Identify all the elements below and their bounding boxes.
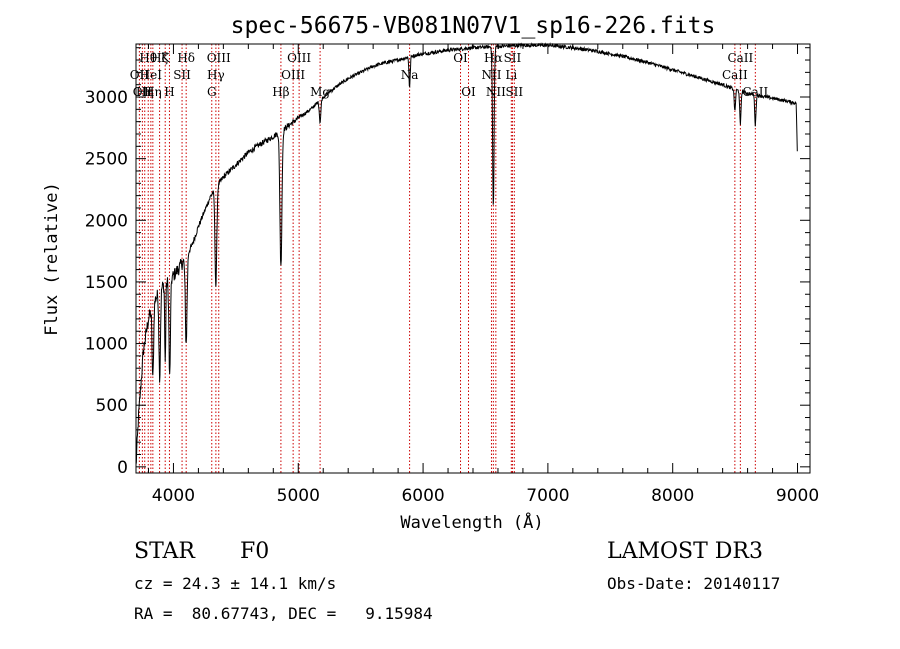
y-axis: 0 500 1000 1500 2000 2500 3000 bbox=[85, 47, 810, 478]
line-label: CaII bbox=[727, 51, 753, 65]
y-tick-label: 0 bbox=[117, 458, 128, 478]
object-subclass: F0 bbox=[240, 539, 270, 564]
line-label: SII bbox=[173, 68, 191, 82]
coordinates: RA = 80.67743, DEC = 9.15984 bbox=[134, 604, 433, 623]
line-label: Hη bbox=[144, 85, 162, 99]
y-tick-label: 2500 bbox=[85, 150, 128, 170]
chart-title: spec-56675-VB081N07V1_sp16-226.fits bbox=[231, 13, 716, 39]
redshift-velocity: cz = 24.3 ± 14.1 km/s bbox=[134, 574, 337, 593]
line-label: Mg bbox=[310, 85, 330, 99]
x-tick-label: 7000 bbox=[526, 486, 569, 506]
line-label: NII bbox=[481, 68, 501, 82]
x-axis: 4000 5000 6000 7000 8000 9000 bbox=[147, 44, 819, 506]
x-tick-label: 9000 bbox=[776, 486, 819, 506]
y-tick-label: 3000 bbox=[85, 88, 128, 108]
line-label: Hα bbox=[484, 51, 503, 65]
line-label: Na bbox=[401, 68, 419, 82]
y-tick-label: 1000 bbox=[85, 335, 128, 355]
line-label: NII bbox=[486, 85, 506, 99]
line-labels: OIIOIIHηHθHeIHηHζKHSIIHδGHγOIIIHβOIIIOII… bbox=[130, 51, 769, 99]
line-label: Hζ bbox=[151, 51, 168, 65]
line-label: Hη bbox=[136, 85, 154, 99]
x-tick-label: 4000 bbox=[152, 486, 195, 506]
plot-frame bbox=[135, 43, 811, 474]
line-label: OI bbox=[453, 51, 468, 65]
x-axis-label: Wavelength (Å) bbox=[400, 511, 543, 533]
line-label: CaII bbox=[722, 68, 748, 82]
line-label: Hβ bbox=[272, 85, 289, 99]
line-label: Hδ bbox=[177, 51, 195, 65]
survey-name: LAMOST DR3 bbox=[607, 539, 763, 564]
line-label: Hγ bbox=[207, 68, 225, 82]
observation-date: Obs-Date: 20140117 bbox=[607, 574, 781, 593]
line-label: OIII bbox=[287, 51, 311, 65]
line-label: OI bbox=[461, 85, 476, 99]
line-label: OII bbox=[133, 85, 153, 99]
line-label: SII bbox=[505, 85, 523, 99]
x-tick-label: 5000 bbox=[277, 486, 320, 506]
line-label: H bbox=[164, 85, 174, 99]
line-label: K bbox=[161, 51, 171, 65]
line-label: OIII bbox=[281, 68, 305, 82]
line-label: Li bbox=[505, 68, 517, 82]
line-label: SII bbox=[504, 51, 522, 65]
y-tick-label: 500 bbox=[96, 396, 128, 416]
line-label: HeI bbox=[140, 68, 163, 82]
x-tick-label: 6000 bbox=[401, 486, 444, 506]
y-tick-label: 2000 bbox=[85, 211, 128, 231]
emission-line-markers bbox=[138, 44, 756, 473]
spectrum-line bbox=[135, 42, 798, 465]
line-label: CaII bbox=[742, 85, 768, 99]
object-class: STAR bbox=[134, 539, 195, 564]
line-label: OII bbox=[130, 68, 150, 82]
y-axis-label: Flux (relative) bbox=[42, 182, 62, 336]
x-tick-label: 8000 bbox=[651, 486, 694, 506]
y-tick-label: 1500 bbox=[85, 273, 128, 293]
line-label: G bbox=[207, 85, 217, 99]
line-label: OIII bbox=[207, 51, 231, 65]
line-label: Hθ bbox=[139, 51, 157, 65]
